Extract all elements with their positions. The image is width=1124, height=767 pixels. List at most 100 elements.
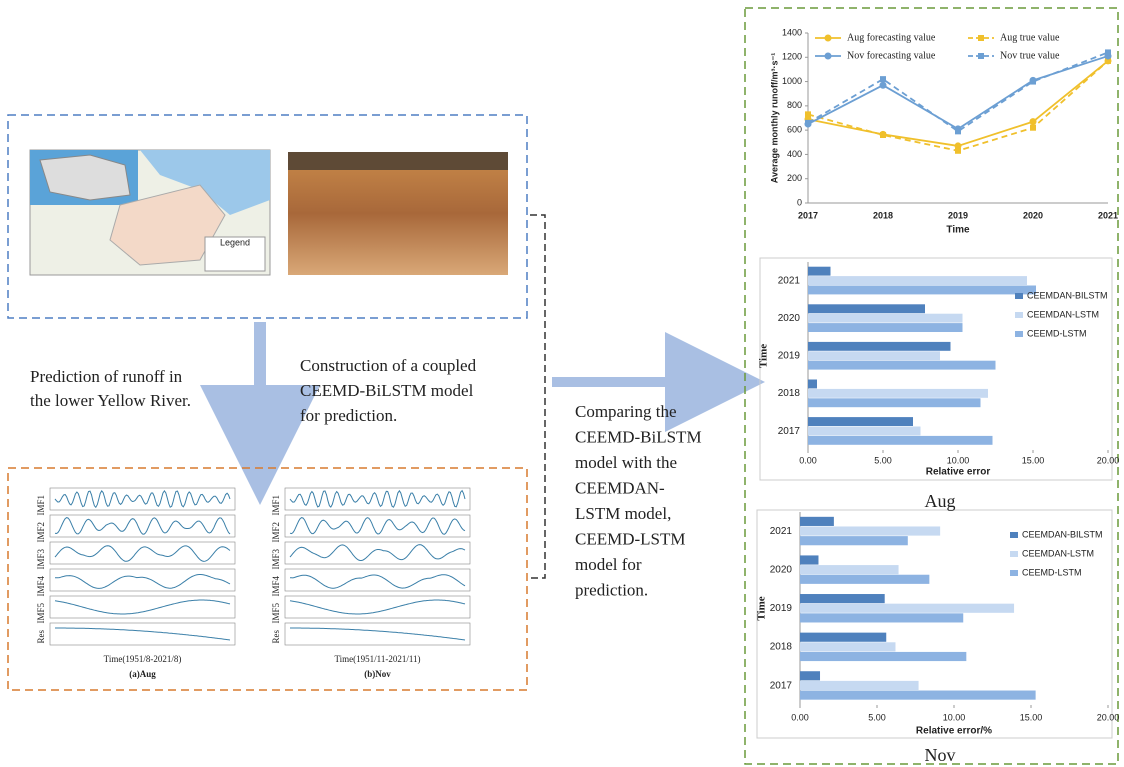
bar	[808, 427, 921, 436]
x-tick-label: 5.00	[874, 455, 892, 465]
point	[880, 132, 886, 138]
bar	[800, 517, 834, 526]
compare-line: CEEMD-BiLSTM	[575, 427, 702, 446]
point	[805, 111, 811, 117]
charts: 0200400600800100012001400201720182019202…	[756, 27, 1120, 765]
y-tick-label: 2019	[778, 351, 801, 362]
bar	[808, 323, 963, 332]
bar	[800, 671, 820, 680]
imf-curve	[290, 518, 465, 535]
left-text: Prediction of runoff in	[30, 367, 183, 386]
bar	[800, 536, 908, 545]
bar	[800, 526, 940, 535]
bar	[800, 691, 1036, 700]
point	[955, 128, 961, 134]
imf-label: IMF2	[36, 522, 46, 543]
y-tick-label: 0	[797, 197, 802, 207]
imf-curve	[55, 600, 230, 614]
imf-curve	[290, 491, 465, 508]
x-tick-label: 5.00	[868, 712, 886, 722]
bar	[808, 276, 1027, 285]
chart-caption: Nov	[925, 745, 956, 765]
compare-line: Comparing the	[575, 402, 677, 421]
series-line	[808, 56, 1108, 129]
legend-label: Aug true value	[1000, 32, 1060, 43]
imf-label: IMF5	[271, 603, 281, 624]
legend-label: CEEMDAN-LSTM	[1027, 309, 1099, 319]
imf-label: IMF3	[36, 549, 46, 570]
y-tick-label: 2021	[770, 526, 793, 537]
imf-plot-frame	[285, 623, 470, 645]
bar	[800, 681, 919, 690]
legend-marker	[978, 53, 984, 59]
bar	[800, 652, 966, 661]
y-tick-label: 2019	[770, 603, 793, 614]
y-tick-label: 2020	[770, 565, 793, 576]
bar	[800, 575, 929, 584]
bar	[808, 304, 925, 313]
waterfall-photo	[288, 152, 508, 275]
figure: Legend Prediction of runoff in the lower…	[0, 0, 1124, 767]
imf-label: IMF4	[271, 576, 281, 597]
point	[955, 148, 961, 154]
imf-label: IMF1	[36, 495, 46, 516]
legend-label: CEEMDAN-LSTM	[1022, 548, 1094, 558]
bar	[800, 604, 1014, 613]
imf-curve	[55, 491, 230, 507]
bracket	[530, 215, 545, 578]
y-tick-label: 200	[787, 173, 802, 183]
point	[1030, 118, 1037, 125]
imf-plot-frame	[50, 623, 235, 645]
imf-curve	[290, 545, 465, 561]
imf-curve	[290, 575, 465, 589]
imf-xlabel: Time(1951/8-2021/8)	[104, 654, 182, 664]
point	[1105, 49, 1111, 55]
imf-label: Res	[271, 630, 281, 644]
point	[1030, 79, 1036, 85]
imf-label: IMF5	[36, 603, 46, 624]
legend-marker	[825, 35, 832, 42]
x-axis-label: Time	[946, 225, 970, 236]
x-tick-label: 20.00	[1097, 712, 1120, 722]
y-axis-label: Average monthly runoff/m³·s⁻¹	[769, 53, 779, 183]
bar	[800, 633, 886, 642]
legend-marker	[978, 35, 984, 41]
compare-line: CEEMDAN-	[575, 478, 665, 497]
center-text: for prediction.	[300, 406, 397, 425]
x-tick-label: 0.00	[791, 712, 809, 722]
y-tick-label: 800	[787, 100, 802, 110]
y-tick-label: 600	[787, 125, 802, 135]
compare-text: Comparing theCEEMD-BiLSTMmodel with theC…	[575, 402, 702, 600]
x-tick-label: 10.00	[947, 455, 970, 465]
legend-label: Aug forecasting value	[847, 32, 936, 43]
x-tick-label: 0.00	[799, 455, 817, 465]
imf-label: IMF2	[271, 522, 281, 543]
legend-label: Nov true value	[1000, 50, 1060, 61]
legend-swatch	[1010, 570, 1018, 576]
bar	[800, 613, 963, 622]
map-legend-title: Legend	[220, 237, 250, 247]
y-axis-label: Time	[758, 344, 770, 368]
legend-swatch	[1010, 551, 1018, 557]
x-axis-label: Relative error	[926, 467, 991, 478]
legend-swatch	[1010, 532, 1018, 538]
legend-label: CEEMD-LSTM	[1022, 567, 1082, 577]
y-tick-label: 1200	[782, 52, 802, 62]
bar	[808, 361, 996, 370]
legend-label: CEEMDAN-BILSTM	[1027, 290, 1108, 300]
imf-panel: IMF1 IMF2 IMF3 IMF4 IMF5 Res Time(1951/8-2021/…	[36, 488, 470, 679]
y-tick-label: 2021	[778, 275, 801, 286]
center-text: Construction of a coupled	[300, 356, 477, 375]
imf-curve	[55, 575, 230, 589]
bar	[808, 267, 831, 276]
legend-swatch	[1015, 293, 1023, 299]
imf-curve	[290, 600, 465, 614]
x-tick-label: 15.00	[1020, 712, 1043, 722]
legend-label: CEEMDAN-BILSTM	[1022, 529, 1103, 539]
point	[805, 120, 811, 126]
imf-label: IMF1	[271, 495, 281, 516]
bar	[808, 286, 1036, 295]
x-tick-label: 2018	[873, 210, 893, 220]
x-axis-label: Relative error/%	[916, 726, 992, 737]
x-tick-label: 2019	[948, 210, 968, 220]
